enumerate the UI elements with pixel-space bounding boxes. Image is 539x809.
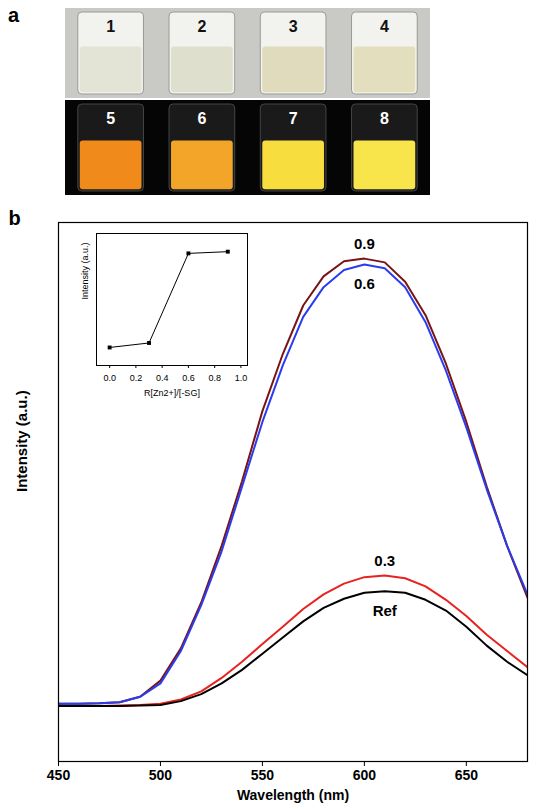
svg-text:4: 4 — [380, 18, 389, 35]
svg-text:0.3: 0.3 — [374, 552, 395, 569]
svg-text:0.0: 0.0 — [103, 373, 116, 383]
svg-text:500: 500 — [149, 767, 173, 783]
svg-text:Intensity (a.u.): Intensity (a.u.) — [13, 390, 30, 492]
svg-text:650: 650 — [455, 767, 479, 783]
svg-text:5: 5 — [106, 110, 115, 127]
svg-text:b: b — [9, 207, 21, 229]
svg-text:0.4: 0.4 — [156, 373, 169, 383]
svg-text:6: 6 — [197, 110, 206, 127]
svg-text:0.6: 0.6 — [182, 373, 195, 383]
svg-text:8: 8 — [380, 110, 389, 127]
svg-text:Wavelength (nm): Wavelength (nm) — [237, 787, 349, 803]
svg-text:R[Zn2+]/[-SG]: R[Zn2+]/[-SG] — [144, 388, 200, 398]
svg-text:Intensity (a.u.): Intensity (a.u.) — [80, 242, 90, 299]
svg-text:0.9: 0.9 — [354, 235, 375, 252]
svg-text:2: 2 — [197, 18, 206, 35]
svg-text:a: a — [8, 4, 20, 26]
svg-text:550: 550 — [251, 767, 275, 783]
svg-text:0.2: 0.2 — [130, 373, 143, 383]
svg-text:0.6: 0.6 — [354, 275, 375, 292]
svg-text:3: 3 — [289, 18, 298, 35]
svg-text:1: 1 — [106, 18, 115, 35]
svg-text:7: 7 — [289, 110, 298, 127]
svg-text:1.0: 1.0 — [235, 373, 248, 383]
svg-text:450: 450 — [47, 767, 71, 783]
svg-text:Ref: Ref — [373, 602, 398, 619]
svg-text:0.8: 0.8 — [208, 373, 221, 383]
svg-text:600: 600 — [353, 767, 377, 783]
